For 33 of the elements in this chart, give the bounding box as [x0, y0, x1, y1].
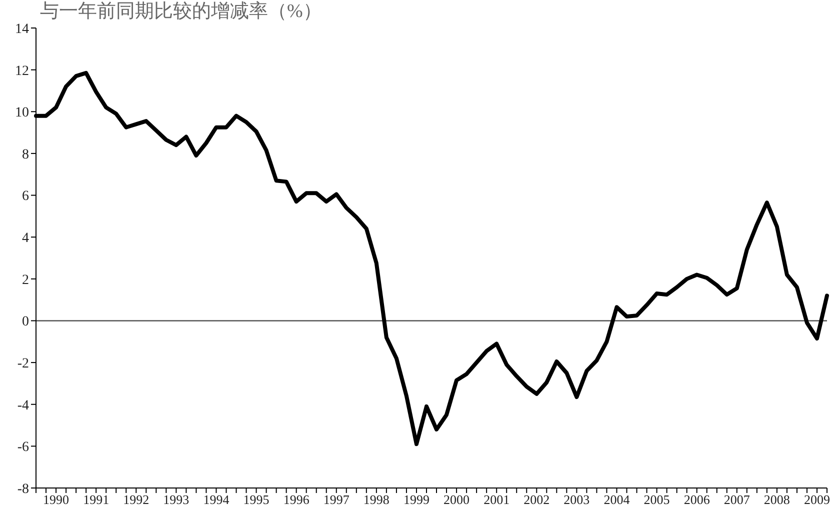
x-tick-label: 1998 [363, 492, 390, 508]
y-tick-label: -6 [17, 440, 29, 456]
x-tick-label: 2007 [724, 492, 750, 508]
x-tick-label: 2004 [604, 492, 630, 508]
x-tick-label: 1994 [203, 492, 230, 508]
x-tick-label: 1992 [123, 492, 150, 508]
y-tick-label: -2 [17, 356, 29, 372]
x-tick-label: 2000 [444, 492, 470, 508]
x-tick-label: 2006 [684, 492, 710, 508]
y-tick-label: 4 [22, 231, 29, 246]
x-tick-label: 2001 [484, 492, 510, 508]
x-tick-label: 2002 [524, 492, 550, 508]
x-tick-label: 1996 [283, 492, 310, 508]
x-tick-label: 2005 [644, 492, 670, 508]
x-tick-label: 2009 [804, 492, 830, 508]
x-tick-label: 2008 [764, 492, 790, 508]
x-tick-label: 1991 [83, 492, 110, 508]
x-tick-label: 1993 [163, 492, 190, 508]
x-tick-label: 2003 [564, 492, 590, 508]
y-tick-label: 10 [15, 106, 29, 121]
y-tick-label: 0 [22, 314, 29, 330]
y-tick-label: -8 [17, 482, 29, 497]
y-tick-label: 2 [22, 272, 29, 288]
chart-title: 与一年前同期比较的增减率（%） [40, 0, 322, 24]
x-tick-label: 1995 [243, 492, 270, 508]
y-tick-label: 6 [22, 189, 29, 204]
x-tick-label: 1990 [43, 492, 70, 508]
y-tick-label: -4 [17, 398, 29, 414]
y-tick-label: 8 [22, 147, 29, 162]
y-tick-label: 12 [15, 64, 29, 79]
y-tick-label: 14 [15, 22, 29, 37]
x-tick-label: 1999 [403, 492, 430, 508]
x-tick-label: 1997 [323, 492, 350, 508]
